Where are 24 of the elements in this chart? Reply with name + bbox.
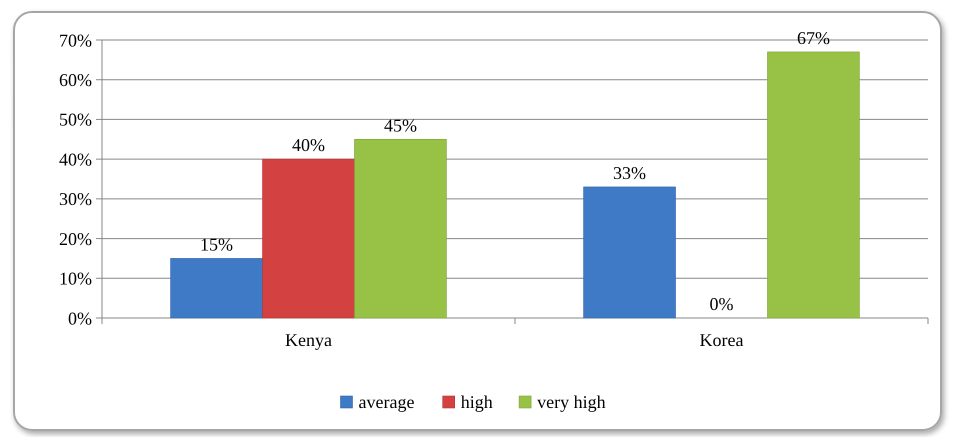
- data-label: 0%: [710, 294, 734, 314]
- data-label: 33%: [613, 162, 646, 183]
- y-tick-label: 20%: [59, 228, 92, 249]
- y-tick-label: 30%: [59, 189, 92, 210]
- data-label: 15%: [200, 234, 234, 254]
- y-tick-label: 70%: [59, 30, 92, 50]
- y-tick-label: 60%: [59, 70, 92, 90]
- y-tick-label: 0%: [68, 308, 92, 328]
- y-tick-label: 10%: [59, 268, 92, 289]
- x-tick-label: Kenya: [285, 330, 332, 350]
- legend-label: very high: [537, 392, 606, 412]
- x-tick-label: Korea: [700, 330, 744, 350]
- y-tick-label: 50%: [59, 110, 92, 130]
- bar: [583, 186, 676, 318]
- bar: [170, 258, 263, 318]
- data-label: 67%: [796, 28, 830, 48]
- legend-label: average: [358, 392, 414, 412]
- bar: [767, 52, 860, 318]
- data-label: 45%: [384, 115, 417, 136]
- legend-label: high: [460, 392, 493, 412]
- y-tick-label: 40%: [59, 149, 92, 170]
- data-label: 40%: [292, 135, 325, 156]
- bar: [354, 138, 447, 318]
- bar: [262, 158, 355, 318]
